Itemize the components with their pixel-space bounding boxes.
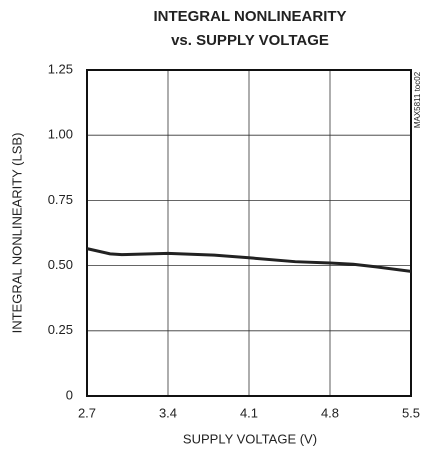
plot-border [86,69,412,397]
y-tick-label: 1.25 [48,61,73,76]
x-tick-label: 3.4 [159,405,177,420]
x-axis-title: SUPPLY VOLTAGE (V) [183,431,317,446]
y-axis-title: INTEGRAL NONLINEARITY (LSB) [9,133,24,334]
chart-subtitle: vs. SUPPLY VOLTAGE [171,32,329,49]
data-line [86,247,412,273]
y-tick-label: 0.75 [48,192,73,207]
x-tick-label: 2.7 [78,405,96,420]
chart-title: INTEGRAL NONLINEARITY [153,8,346,25]
x-tick-label: 4.8 [321,405,339,420]
y-tick-label: 0.50 [48,257,73,272]
y-tick-label: 0 [66,387,73,402]
x-tick-label: 5.5 [402,405,420,420]
y-tick-label: 1.00 [48,127,73,142]
y-tick-label: 0.25 [48,322,73,337]
annotation: MAX5811 toc02 [413,71,422,128]
x-tick-label: 4.1 [240,405,258,420]
